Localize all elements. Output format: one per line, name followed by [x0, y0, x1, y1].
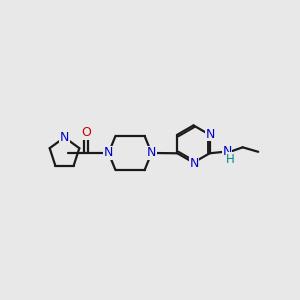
Text: N: N — [104, 146, 113, 160]
Text: O: O — [81, 126, 91, 140]
Text: N: N — [147, 146, 156, 160]
Text: H: H — [226, 153, 235, 166]
Text: N: N — [189, 157, 199, 170]
Text: N: N — [206, 128, 215, 141]
Text: N: N — [222, 145, 232, 158]
Text: N: N — [60, 131, 69, 144]
